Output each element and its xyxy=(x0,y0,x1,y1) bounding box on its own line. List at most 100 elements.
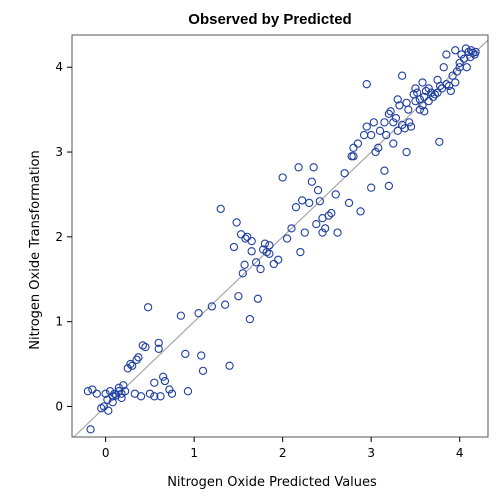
data-point xyxy=(247,236,256,246)
data-point xyxy=(176,311,186,320)
data-point xyxy=(406,122,416,131)
plot-frame xyxy=(71,34,489,438)
data-point xyxy=(420,107,429,116)
data-point xyxy=(309,163,318,172)
data-point xyxy=(282,234,292,243)
data-point xyxy=(420,92,429,102)
y-tick-label: 1 xyxy=(55,315,63,329)
data-point xyxy=(382,130,391,140)
data-point xyxy=(297,196,307,205)
plot-area: 0 1 2 3 4 0 1 2 3 4 xyxy=(55,34,489,460)
data-point xyxy=(154,338,163,348)
data-point xyxy=(253,294,263,303)
data-point xyxy=(349,152,358,161)
data-point xyxy=(362,80,371,89)
data-point xyxy=(225,361,234,370)
data-point xyxy=(402,147,411,157)
data-point xyxy=(247,247,256,256)
data-point xyxy=(397,71,407,80)
data-point xyxy=(232,218,241,227)
data-point xyxy=(194,309,203,318)
data-point xyxy=(451,78,460,87)
data-point xyxy=(278,173,287,182)
data-point xyxy=(126,359,135,369)
data-point xyxy=(265,249,274,258)
data-point xyxy=(86,425,95,434)
x-axis-label: Nitrogen Oxide Predicted Values xyxy=(167,475,377,490)
data-point xyxy=(404,105,413,114)
data-point xyxy=(318,228,327,237)
data-point xyxy=(183,387,193,396)
data-point xyxy=(384,181,394,191)
data-point xyxy=(435,137,444,147)
data-point xyxy=(344,198,354,208)
data-point xyxy=(340,169,349,178)
data-point xyxy=(108,392,117,401)
data-point xyxy=(452,67,462,76)
data-point xyxy=(159,372,168,381)
data-point xyxy=(243,232,252,241)
data-point xyxy=(353,139,363,148)
data-point xyxy=(400,124,409,133)
data-point xyxy=(150,392,159,401)
data-point xyxy=(424,84,433,93)
data-point xyxy=(101,389,110,398)
data-point xyxy=(167,389,177,398)
data-point xyxy=(369,118,378,127)
data-point xyxy=(367,130,376,140)
data-point xyxy=(327,208,336,218)
x-tick-label: 3 xyxy=(367,446,375,460)
data-point xyxy=(128,361,137,370)
data-point xyxy=(181,349,190,359)
x-tick-label: 0 xyxy=(102,446,110,460)
y-tick-label: 4 xyxy=(55,60,63,74)
data-point xyxy=(229,242,239,252)
data-point xyxy=(251,258,261,267)
data-point xyxy=(123,364,132,373)
data-point xyxy=(296,247,305,257)
data-point xyxy=(99,402,109,411)
data-point xyxy=(421,86,431,96)
data-point xyxy=(320,224,330,233)
data-point xyxy=(437,84,447,93)
data-point xyxy=(207,302,216,311)
data-point xyxy=(117,393,126,403)
data-point xyxy=(384,109,394,119)
data-point xyxy=(300,228,309,237)
y-tick-label: 2 xyxy=(55,230,63,244)
data-point xyxy=(312,219,321,229)
data-point xyxy=(165,385,174,394)
y-tick-label: 3 xyxy=(55,145,63,159)
data-point xyxy=(245,314,255,324)
data-point xyxy=(154,344,163,353)
data-point xyxy=(83,387,93,396)
data-point xyxy=(294,163,303,172)
data-point xyxy=(256,264,265,274)
data-point xyxy=(349,143,358,152)
data-point xyxy=(433,75,442,85)
data-point xyxy=(391,113,401,123)
data-point xyxy=(240,260,249,269)
data-point xyxy=(459,54,469,63)
data-point xyxy=(389,118,398,127)
data-point xyxy=(305,198,314,208)
data-point xyxy=(405,118,414,127)
data-point xyxy=(307,177,317,186)
data-point xyxy=(424,97,433,106)
data-point xyxy=(105,387,115,396)
data-point xyxy=(362,122,371,131)
data-point xyxy=(356,207,365,216)
data-point xyxy=(455,58,464,68)
y-axis-label: Nitrogen Oxide Transformation xyxy=(28,150,43,350)
data-point xyxy=(331,190,340,199)
data-point xyxy=(150,378,159,387)
data-point xyxy=(386,107,395,116)
y-tick-label: 0 xyxy=(55,399,63,413)
data-point xyxy=(220,300,230,309)
data-point xyxy=(411,97,420,106)
x-tick-label: 2 xyxy=(279,446,287,460)
data-point xyxy=(418,101,427,110)
data-point xyxy=(415,105,424,114)
data-point xyxy=(374,143,383,152)
